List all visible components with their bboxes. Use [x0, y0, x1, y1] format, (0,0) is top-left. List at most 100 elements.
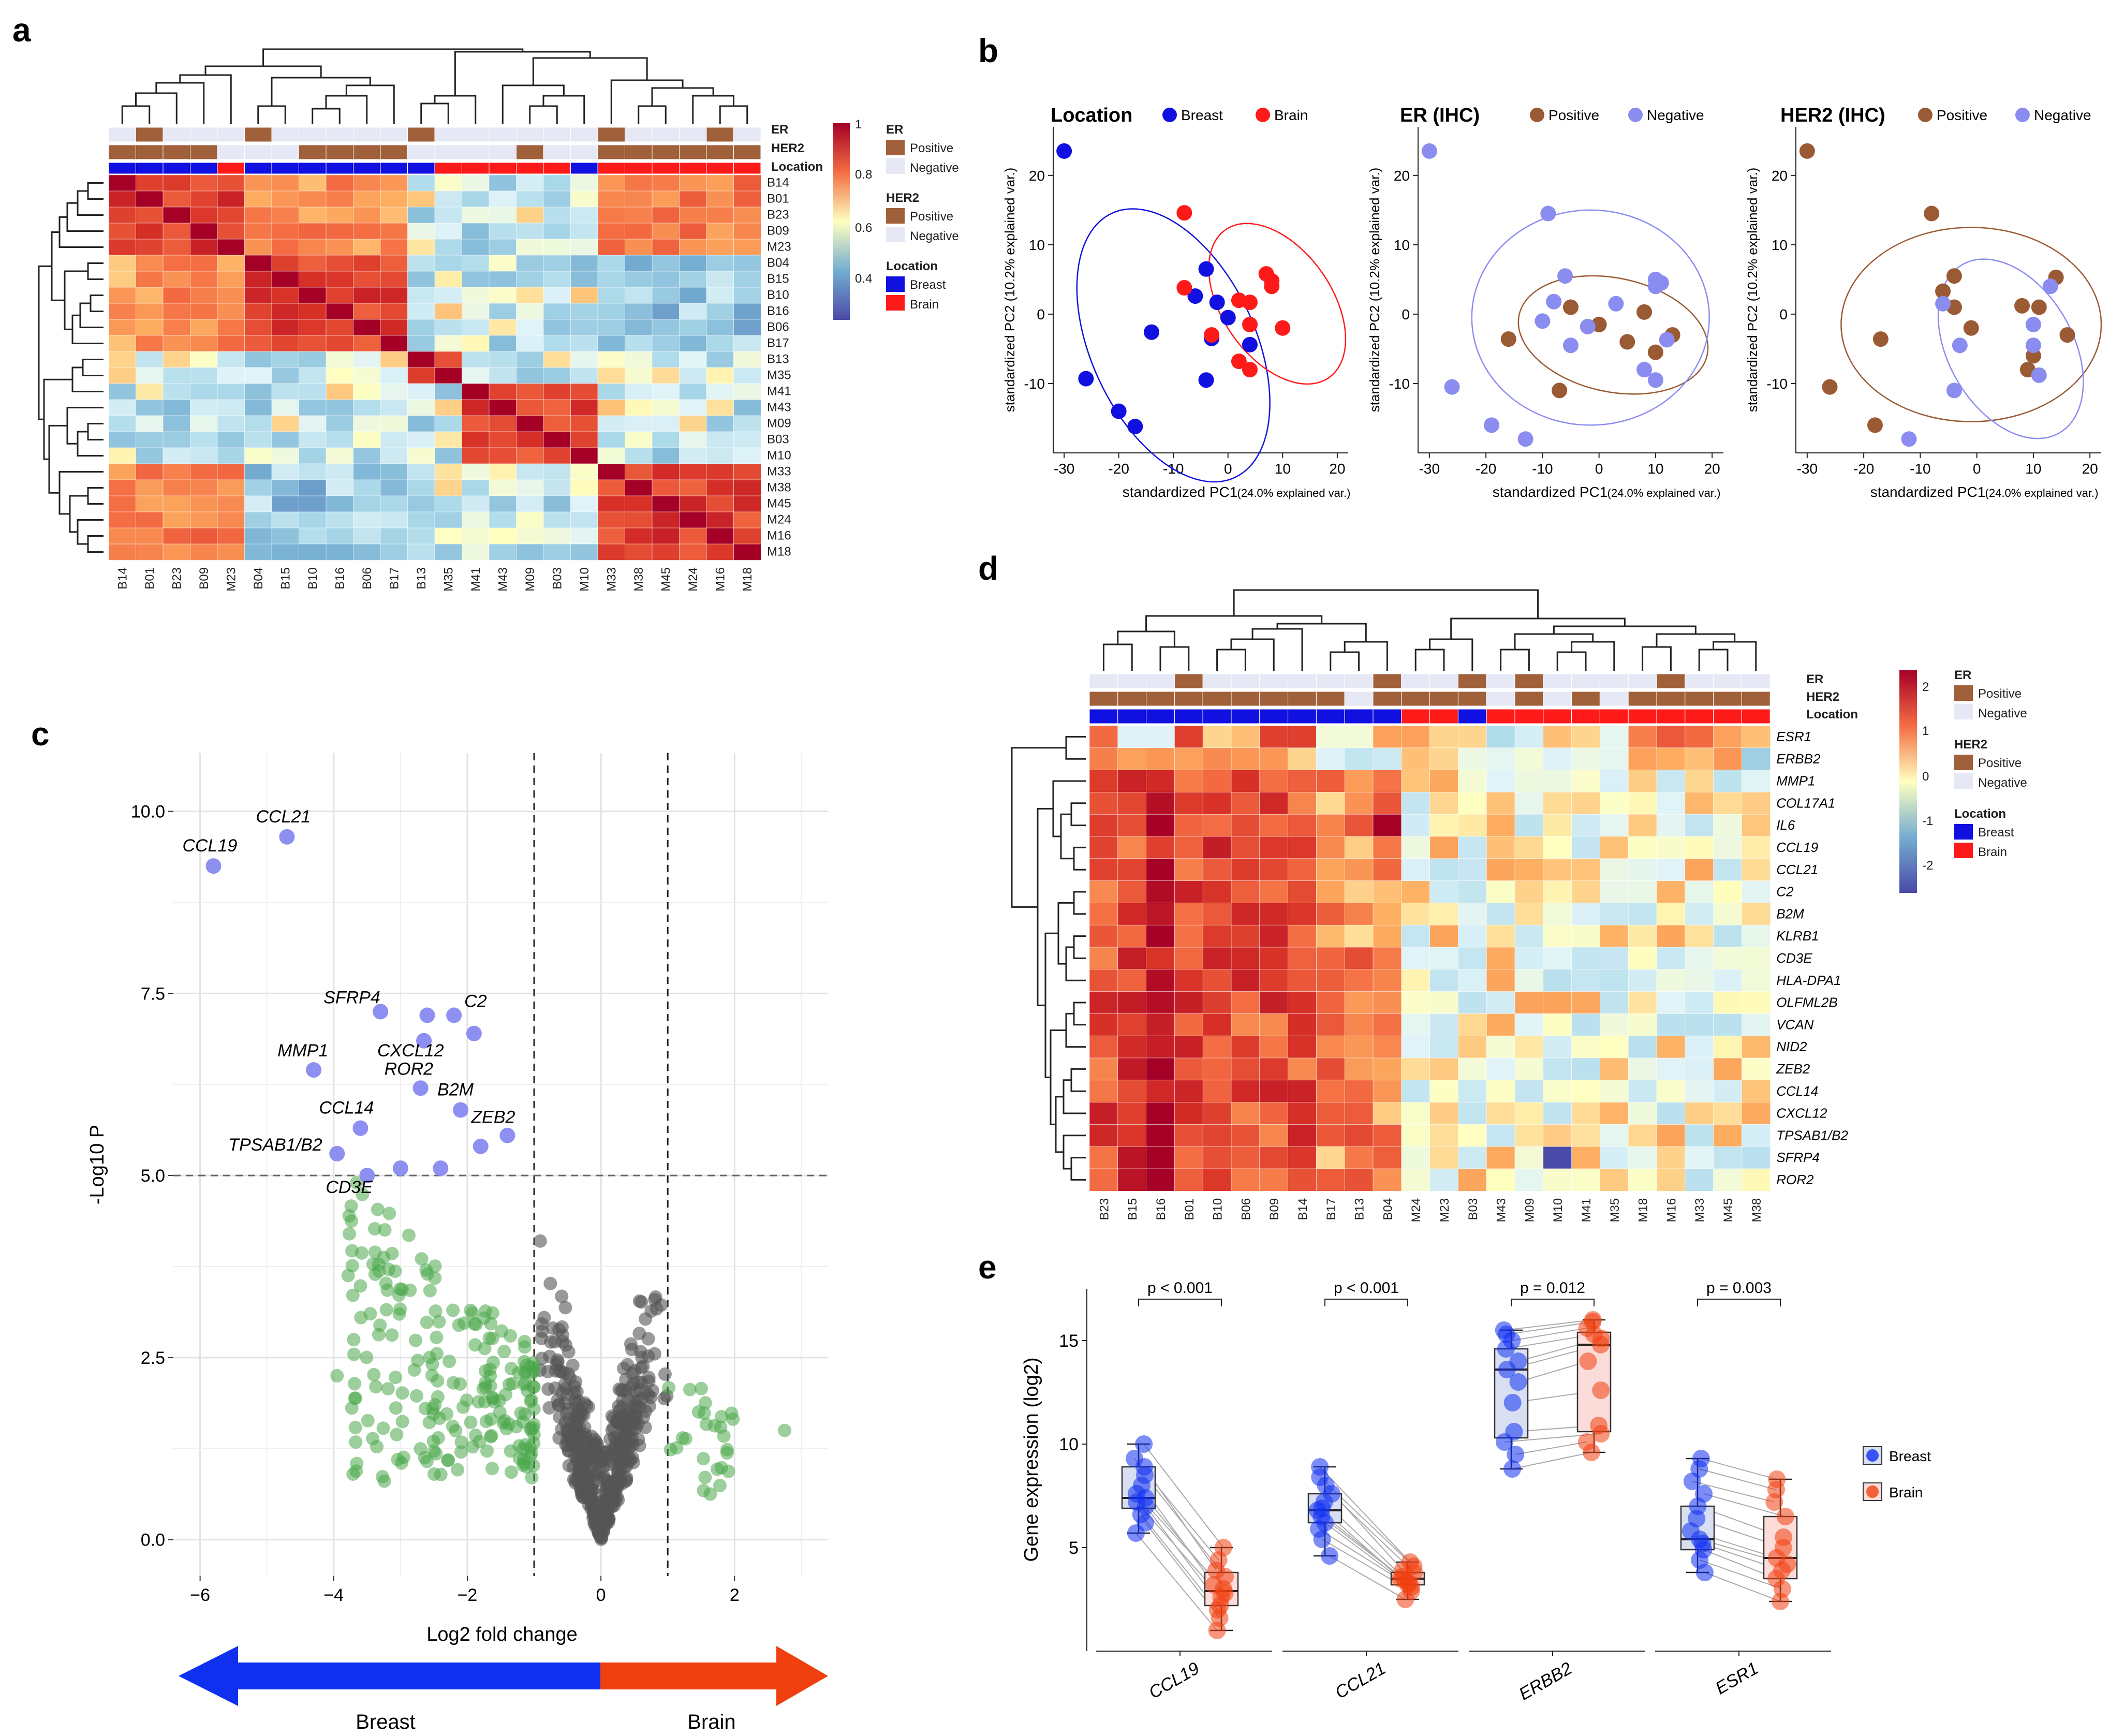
dendrogram-branch	[1065, 735, 1086, 760]
heatmap-cell	[163, 287, 191, 304]
dendrogram-branch	[257, 105, 286, 124]
volcano-point-ns	[559, 1438, 573, 1452]
heatmap-cell	[353, 527, 381, 545]
gene-label: COL17A1	[1776, 795, 1835, 811]
heatmap-cell	[1656, 770, 1686, 793]
heatmap-cell	[625, 207, 653, 224]
column-label: M35	[1608, 1198, 1622, 1223]
heatmap-cell	[1656, 858, 1686, 881]
volcano-point-sig	[416, 1033, 432, 1049]
heatmap-cell	[1401, 1168, 1430, 1191]
heatmap-cell	[108, 367, 137, 384]
heatmap-cell	[271, 399, 300, 416]
heatmap-cell	[489, 255, 517, 272]
volcano-point-ns	[623, 1440, 637, 1454]
pca-x-tick-label: 0	[1973, 461, 1981, 477]
annotation-her2-cell	[407, 144, 435, 160]
heatmap-cell	[108, 479, 137, 496]
heatmap-cell	[1344, 1057, 1374, 1081]
annotation-er-cell	[1457, 673, 1487, 689]
volcano-point-sig	[446, 1007, 462, 1023]
heatmap-cell	[407, 399, 435, 416]
heatmap-cell	[217, 447, 245, 464]
heatmap-cell	[1458, 747, 1487, 771]
heatmap-cell	[108, 431, 137, 448]
heatmap-cell	[1288, 1035, 1317, 1058]
heatmap-cell	[1600, 836, 1629, 859]
a-legend-location-title: Location	[886, 259, 938, 273]
heatmap-cell	[163, 271, 191, 288]
column-label: M35	[441, 567, 455, 592]
volcano-point-fc	[486, 1391, 500, 1405]
volcano-point-fc	[385, 1328, 399, 1342]
heatmap-cell	[625, 479, 653, 496]
a-annot-label-er: ER	[771, 123, 788, 137]
column-label: M45	[1721, 1198, 1735, 1223]
heatmap-cell	[652, 351, 680, 368]
heatmap-cell	[462, 335, 490, 352]
dendrogram-branch	[1011, 747, 1066, 908]
heatmap-cell	[1628, 969, 1657, 992]
heatmap-cell	[1543, 792, 1572, 815]
dendrogram-branch	[38, 265, 52, 420]
heatmap-cell	[1089, 814, 1118, 837]
heatmap-cell	[516, 447, 544, 464]
heatmap-cell	[1117, 947, 1147, 970]
pca-point-negative	[2025, 317, 2041, 333]
heatmap-cell	[1401, 814, 1430, 837]
pair-line	[1518, 1361, 1588, 1382]
volcano-point-ns	[647, 1347, 661, 1361]
heatmap-cell	[625, 239, 653, 256]
annotation-er-cell	[326, 127, 353, 142]
heatmap-cell	[1685, 924, 1714, 948]
heatmap-cell	[1373, 770, 1402, 793]
annotation-er-cell	[353, 127, 381, 142]
heatmap-cell	[108, 351, 137, 368]
heatmap-cell	[516, 511, 544, 528]
volcano-point-fc	[471, 1395, 485, 1409]
heatmap-cell	[1373, 924, 1402, 948]
heatmap-cell	[1401, 969, 1430, 992]
heatmap-cell	[679, 495, 707, 512]
pca-y-tick-label: 10	[1029, 237, 1045, 253]
heatmap-cell	[1401, 747, 1430, 771]
volcano-point-ns	[617, 1361, 631, 1375]
heatmap-cell	[1259, 880, 1289, 904]
heatmap-cell	[1656, 814, 1686, 837]
heatmap-cell	[706, 367, 734, 384]
data-point-breast	[1509, 1352, 1527, 1370]
annotation-her2-cell	[108, 144, 136, 160]
heatmap-cell	[1373, 991, 1402, 1014]
dendrogram-branch	[1073, 1002, 1086, 1026]
heatmap-cell	[1458, 725, 1487, 748]
heatmap-cell	[1259, 924, 1289, 948]
legend-negative-marker	[1628, 108, 1643, 122]
heatmap-cell	[1401, 792, 1430, 815]
pca-x-tick-label: 10	[2025, 461, 2041, 477]
heatmap-cell	[489, 319, 517, 336]
heatmap-cell	[136, 383, 164, 400]
gene-label: MMP1	[1776, 773, 1815, 789]
heatmap-cell	[326, 207, 354, 224]
volcano-point-ns	[632, 1327, 646, 1341]
heatmap-cell	[489, 495, 517, 512]
heatmap-cell	[1742, 1168, 1771, 1191]
heatmap-cell	[217, 367, 245, 384]
heatmap-cell	[1571, 947, 1601, 970]
annotation-her2-cell	[570, 144, 598, 160]
column-label: M41	[1580, 1198, 1594, 1223]
data-point-breast	[1509, 1373, 1527, 1391]
pca-point-breast	[1056, 143, 1072, 159]
heatmap-cell	[1373, 880, 1402, 904]
annotation-her2-cell	[1316, 691, 1345, 707]
volcano-point-fc	[523, 1449, 537, 1463]
pca-point-positive	[1647, 344, 1663, 360]
heatmap-cell	[217, 223, 245, 240]
heatmap-cell	[1543, 1080, 1572, 1103]
heatmap-cell	[597, 399, 626, 416]
heatmap-cell	[625, 335, 653, 352]
heatmap-cell	[570, 479, 598, 496]
heatmap-cell	[1344, 1013, 1374, 1037]
heatmap-cell	[407, 239, 435, 256]
